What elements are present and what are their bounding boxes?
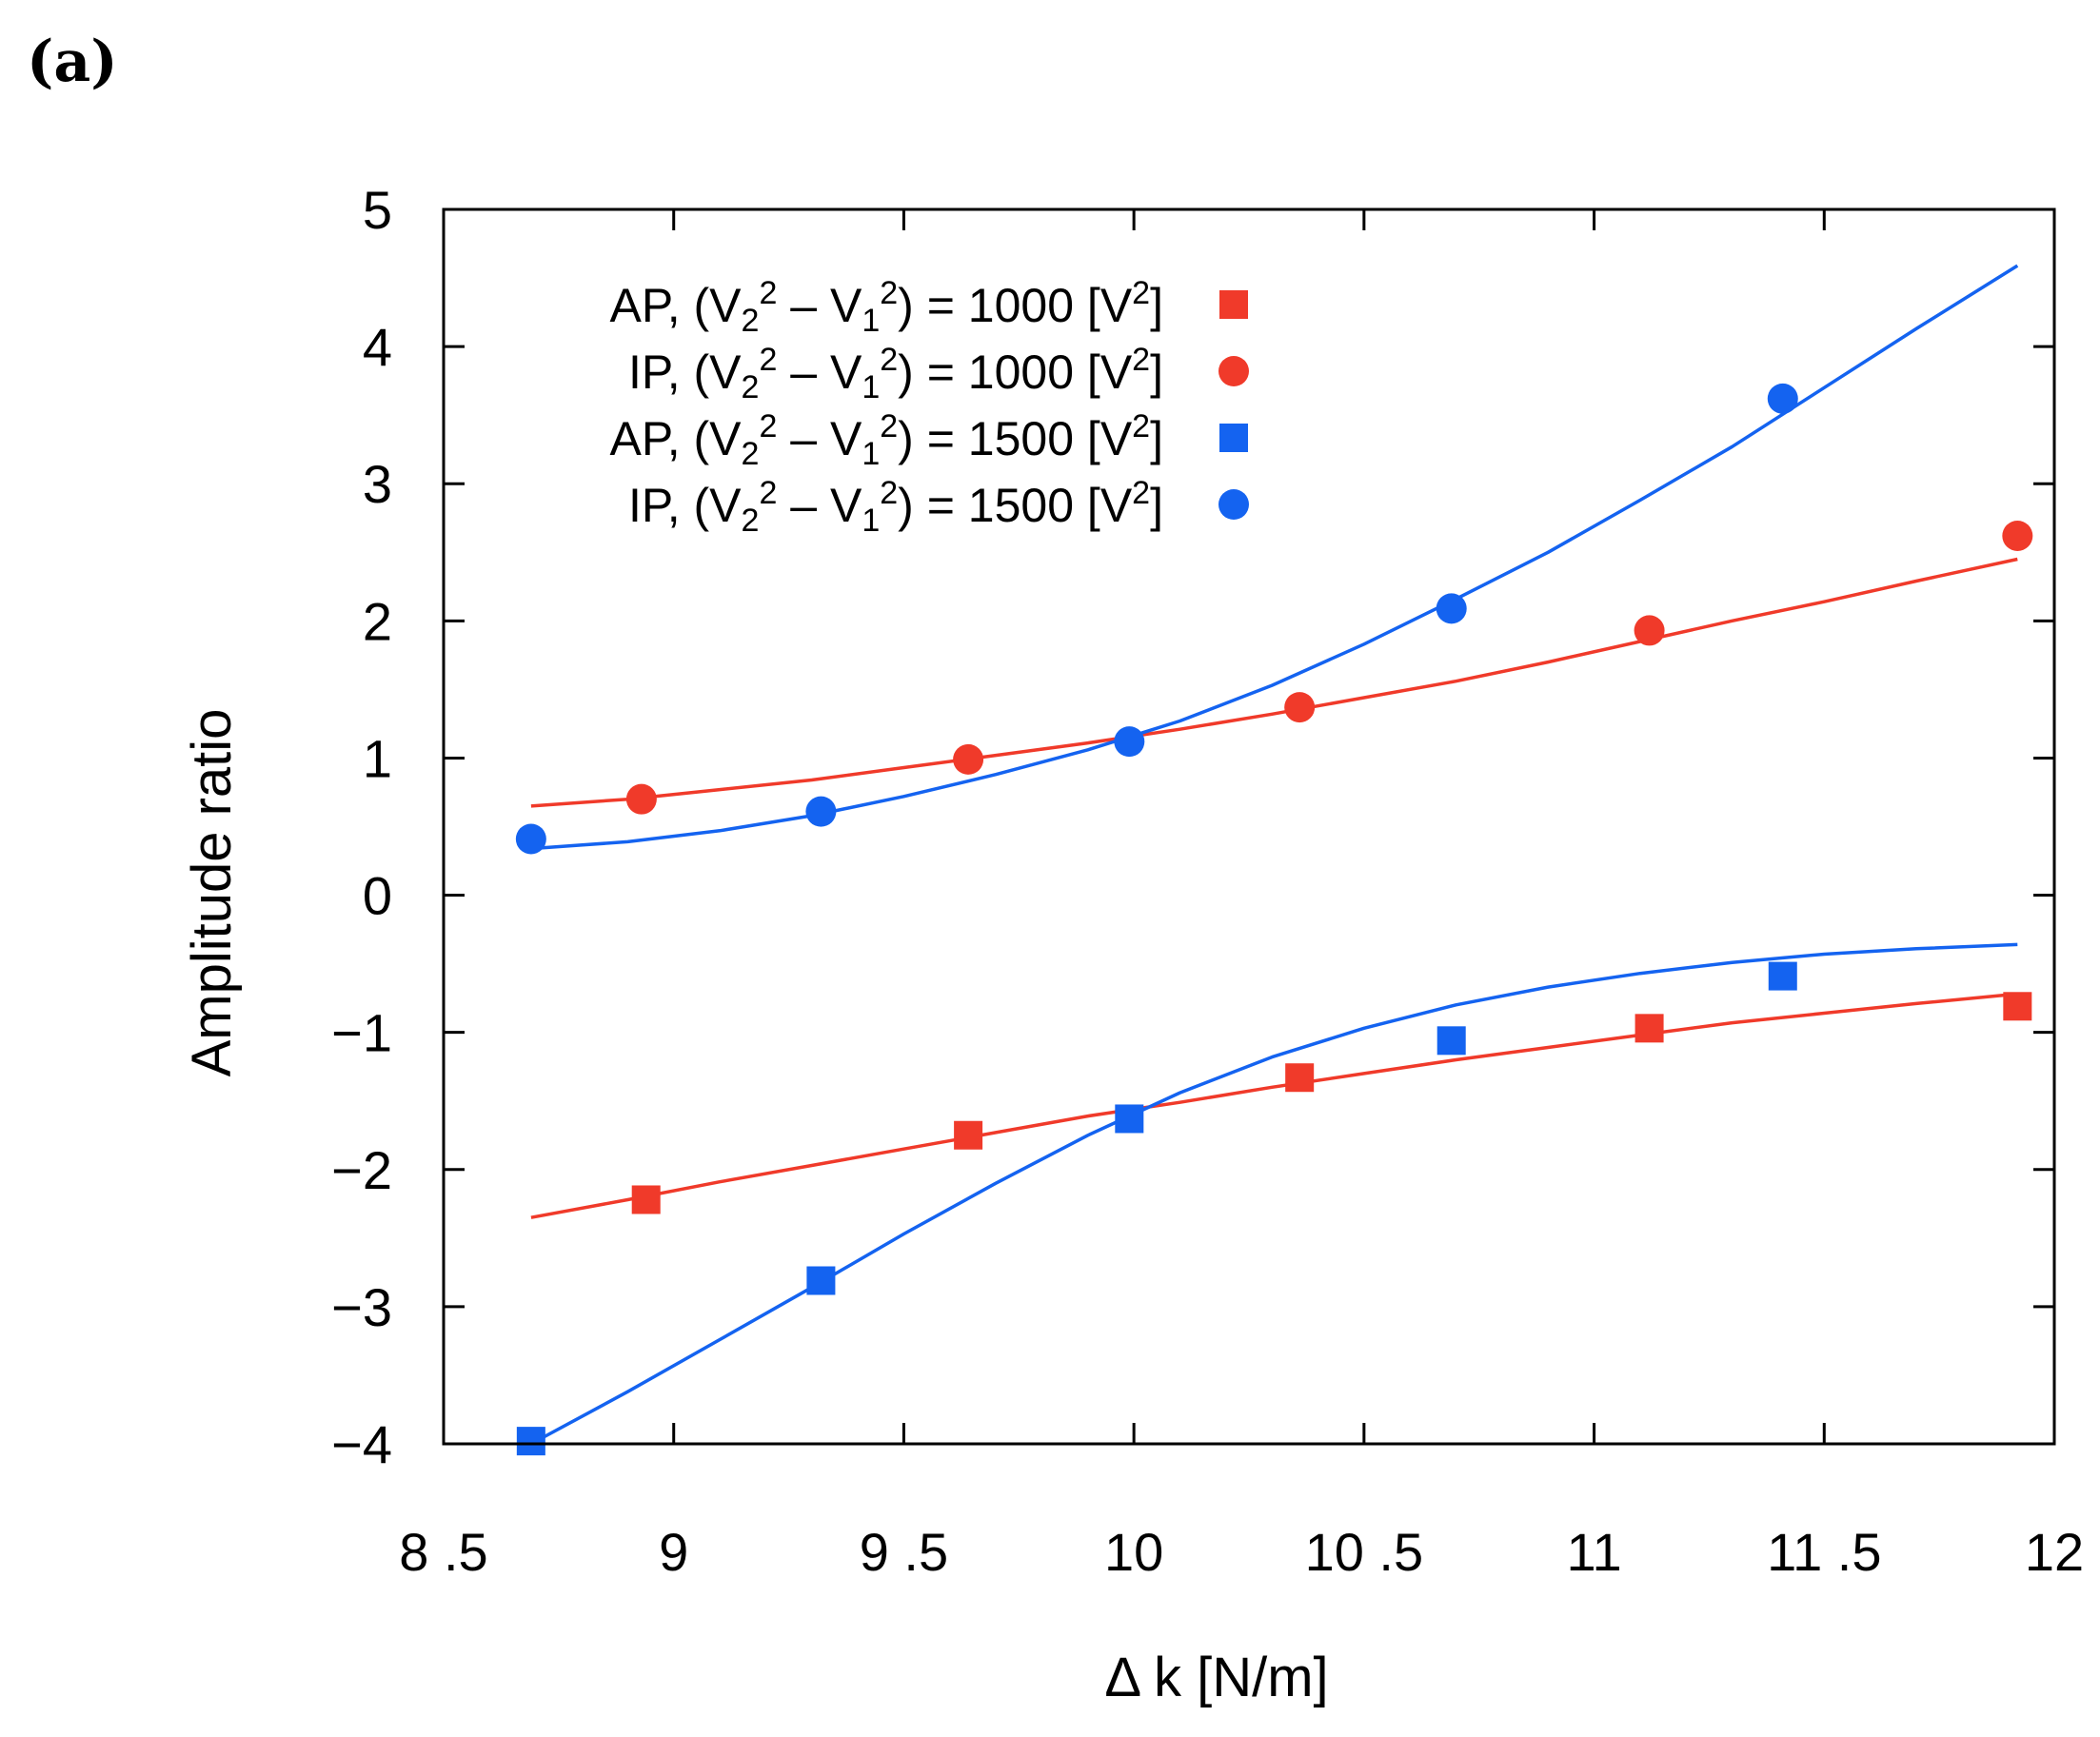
plot-frame — [442, 207, 2056, 1446]
legend-marker-series-4 — [1218, 489, 1249, 520]
fit-line-series-1 — [530, 992, 2018, 1219]
x-tick-label: 11 — [1567, 1522, 1622, 1582]
y-tick-label: 3 — [363, 454, 392, 514]
x-tick-label: 9 .5 — [860, 1522, 948, 1582]
fit-lines — [530, 264, 2019, 1446]
y-tick-label: 1 — [363, 728, 392, 788]
y-tick-label: −4 — [331, 1414, 392, 1474]
y-tick-label: 4 — [363, 317, 392, 377]
legend: AP, (V22 – V12) = 1000 [V2]IP, (V22 – V1… — [609, 275, 1249, 539]
y-tick-label: −2 — [331, 1140, 392, 1200]
data-point-series-4 — [515, 823, 546, 855]
x-tick-label: 12 — [2025, 1522, 2084, 1582]
data-point-series-1 — [631, 1185, 661, 1214]
data-point-series-2 — [953, 743, 984, 775]
data-point-series-3 — [1768, 961, 1797, 991]
fit-line-series-3 — [530, 942, 2018, 1446]
data-point-series-1 — [954, 1120, 983, 1150]
y-tick-label: −3 — [331, 1277, 392, 1337]
legend-label-series-2: IP, (V22 – V12) = 1000 [V2] — [628, 342, 1163, 405]
data-point-series-4 — [1114, 726, 1145, 758]
data-point-series-2 — [625, 783, 657, 815]
data-point-series-2 — [1284, 692, 1316, 723]
data-point-series-3 — [806, 1266, 836, 1295]
legend-label-series-3: AP, (V22 – V12) = 1500 [V2] — [609, 408, 1163, 472]
data-point-series-3 — [516, 1427, 545, 1456]
data-point-series-4 — [1436, 593, 1467, 624]
x-tick-label: 9 — [659, 1522, 688, 1582]
legend-marker-series-1 — [1219, 290, 1248, 319]
panel-label: (a) — [27, 29, 118, 95]
y-tick-label: 2 — [363, 591, 392, 651]
data-point-series-1 — [2003, 992, 2032, 1021]
data-point-series-1 — [1285, 1063, 1315, 1093]
data-point-series-2 — [1634, 615, 1665, 646]
data-point-series-4 — [805, 796, 837, 827]
legend-marker-series-3 — [1219, 424, 1248, 452]
data-point-series-2 — [2002, 520, 2033, 551]
x-tick-label: 8 .5 — [399, 1522, 487, 1582]
x-tick-label: 11 .5 — [1767, 1522, 1881, 1582]
fit-line-series-4 — [530, 264, 2019, 851]
data-markers — [515, 383, 2033, 1456]
y-axis-label: Amplitude ratio — [181, 709, 243, 1077]
x-tick-label: 10 .5 — [1305, 1522, 1424, 1582]
y-tick-label: 5 — [363, 180, 392, 240]
data-point-series-3 — [1115, 1104, 1144, 1134]
legend-label-series-4: IP, (V22 – V12) = 1500 [V2] — [628, 475, 1163, 539]
data-point-series-1 — [1634, 1014, 1664, 1043]
data-point-series-3 — [1436, 1026, 1466, 1056]
y-tick-label: −1 — [331, 1003, 392, 1063]
x-tick-label: 10 — [1104, 1522, 1163, 1582]
x-axis-label: Δ k [N/m] — [1104, 1647, 1328, 1708]
y-tick-label: 0 — [363, 866, 392, 926]
legend-label-series-1: AP, (V22 – V12) = 1000 [V2] — [609, 275, 1163, 339]
fit-line-series-2 — [530, 557, 2018, 808]
axes — [442, 207, 2056, 1446]
data-point-series-4 — [1767, 383, 1798, 414]
legend-marker-series-2 — [1218, 356, 1249, 386]
